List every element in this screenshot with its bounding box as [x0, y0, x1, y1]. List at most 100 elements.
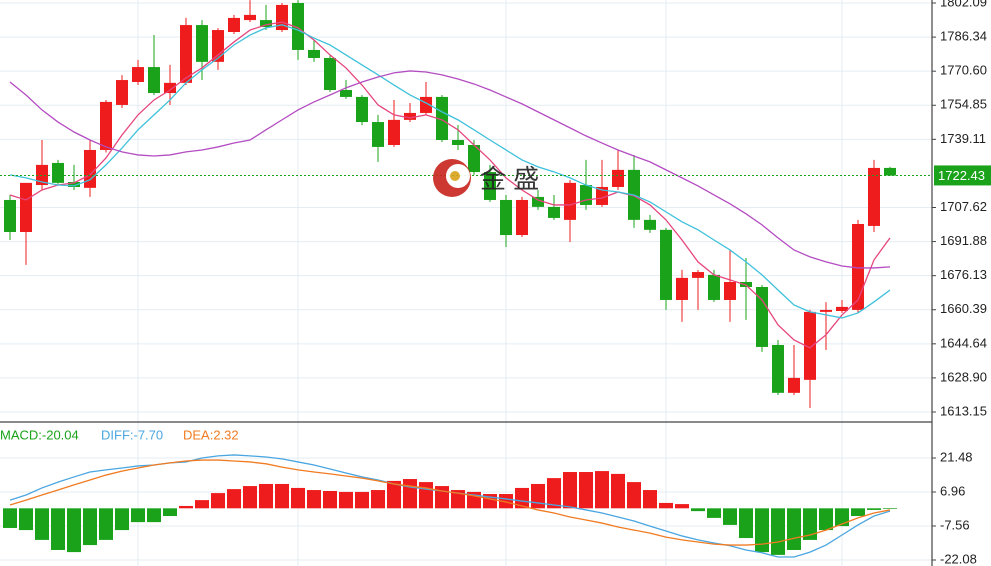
candle-body — [484, 172, 496, 200]
macd-bar — [99, 508, 113, 540]
watermark: 金 盛 — [433, 159, 539, 197]
macd-bar — [211, 493, 225, 509]
y-tick-label: -22.08 — [940, 551, 977, 566]
candle-body — [260, 20, 272, 28]
candle-body — [212, 30, 224, 62]
candle-body — [548, 206, 560, 218]
macd-bar — [835, 508, 849, 527]
candle-body — [676, 277, 688, 300]
dea-legend: DEA:2.32 — [183, 427, 239, 442]
y-tick-label: 1676.13 — [940, 267, 987, 282]
macd-bar — [355, 491, 369, 509]
macd-bar — [371, 490, 385, 509]
macd-bar — [707, 508, 721, 518]
candle-body — [852, 223, 864, 310]
candle-body — [180, 25, 192, 83]
macd-bar — [659, 502, 673, 509]
macd-bar — [627, 482, 641, 509]
candle-body — [788, 377, 800, 393]
macd-bar — [323, 490, 337, 509]
line-series — [9, 70, 891, 269]
candle-body — [500, 199, 512, 236]
macd-bar — [307, 490, 321, 509]
candle-body — [468, 144, 480, 173]
macd-bar — [387, 480, 401, 509]
candle-body — [4, 199, 16, 233]
line-series — [9, 24, 891, 319]
macd-bar — [339, 491, 353, 509]
last-price-box — [934, 165, 991, 186]
macd-bar — [771, 508, 785, 555]
macd-bar — [675, 504, 689, 509]
y-tick-label: 6.96 — [940, 483, 965, 498]
macd-bar — [147, 508, 161, 523]
macd-bar — [291, 487, 305, 509]
macd-bar — [867, 508, 881, 510]
logo-dot — [450, 171, 460, 181]
candle-body — [84, 149, 96, 188]
candle-body — [564, 182, 576, 220]
diff-legend: DIFF:-7.70 — [101, 427, 163, 442]
line-series — [9, 459, 891, 546]
macd-bar — [19, 508, 33, 531]
candle-body — [324, 57, 336, 91]
candle-body — [100, 101, 112, 150]
macd-bar — [499, 494, 513, 509]
macd-bar — [3, 508, 17, 528]
candle-body — [292, 2, 304, 50]
macd-bar — [275, 483, 289, 509]
macd-bar — [163, 508, 177, 517]
candle-body — [724, 282, 736, 300]
macd-bar — [819, 508, 833, 531]
macd-bar — [451, 490, 465, 509]
macd-bar — [179, 505, 193, 509]
y-tick-label: 1707.62 — [940, 199, 987, 214]
candle-body — [372, 122, 384, 147]
candle-body — [772, 344, 784, 393]
macd-bar — [643, 490, 657, 509]
candle-body — [356, 96, 368, 123]
candle-body — [804, 311, 816, 380]
macd-bar — [131, 508, 145, 523]
candle-body — [612, 169, 624, 187]
y-tick-label: 1754.85 — [940, 97, 987, 112]
candle-body — [868, 167, 880, 226]
y-tick-label: 1786.34 — [940, 29, 987, 44]
candle-body — [660, 229, 672, 300]
candle-body — [196, 25, 208, 62]
candle-body — [52, 162, 64, 183]
candle-body — [116, 80, 128, 105]
candle-body — [708, 274, 720, 300]
macd-bar — [35, 508, 49, 540]
macd-bar — [515, 487, 529, 509]
macd-bar — [51, 508, 65, 550]
candle-body — [164, 82, 176, 94]
y-tick-label: 1613.15 — [940, 403, 987, 418]
macd-bar — [67, 508, 81, 553]
macd-bar — [227, 489, 241, 509]
y-tick-label: 1802.09 — [940, 0, 987, 9]
macd-bar — [531, 483, 545, 509]
watermark-text: 金 盛 — [480, 164, 539, 194]
macd-bar — [419, 482, 433, 509]
candle-body — [756, 286, 768, 347]
y-tick-label: 1770.60 — [940, 63, 987, 78]
candle-body — [404, 112, 416, 120]
candle-body — [148, 67, 160, 94]
line-series — [9, 21, 891, 349]
candle-body — [884, 167, 896, 176]
macd-bar — [595, 471, 609, 509]
candle-body — [580, 185, 592, 205]
macd-bar — [195, 500, 209, 509]
candle-body — [20, 182, 32, 233]
macd-bar — [259, 483, 273, 509]
macd-bar — [611, 473, 625, 509]
macd-bar — [755, 508, 769, 553]
macd-bar — [723, 508, 737, 525]
macd-bar — [547, 478, 561, 509]
candle-body — [644, 219, 656, 230]
candle-body — [820, 309, 832, 312]
candle-body — [308, 49, 320, 58]
